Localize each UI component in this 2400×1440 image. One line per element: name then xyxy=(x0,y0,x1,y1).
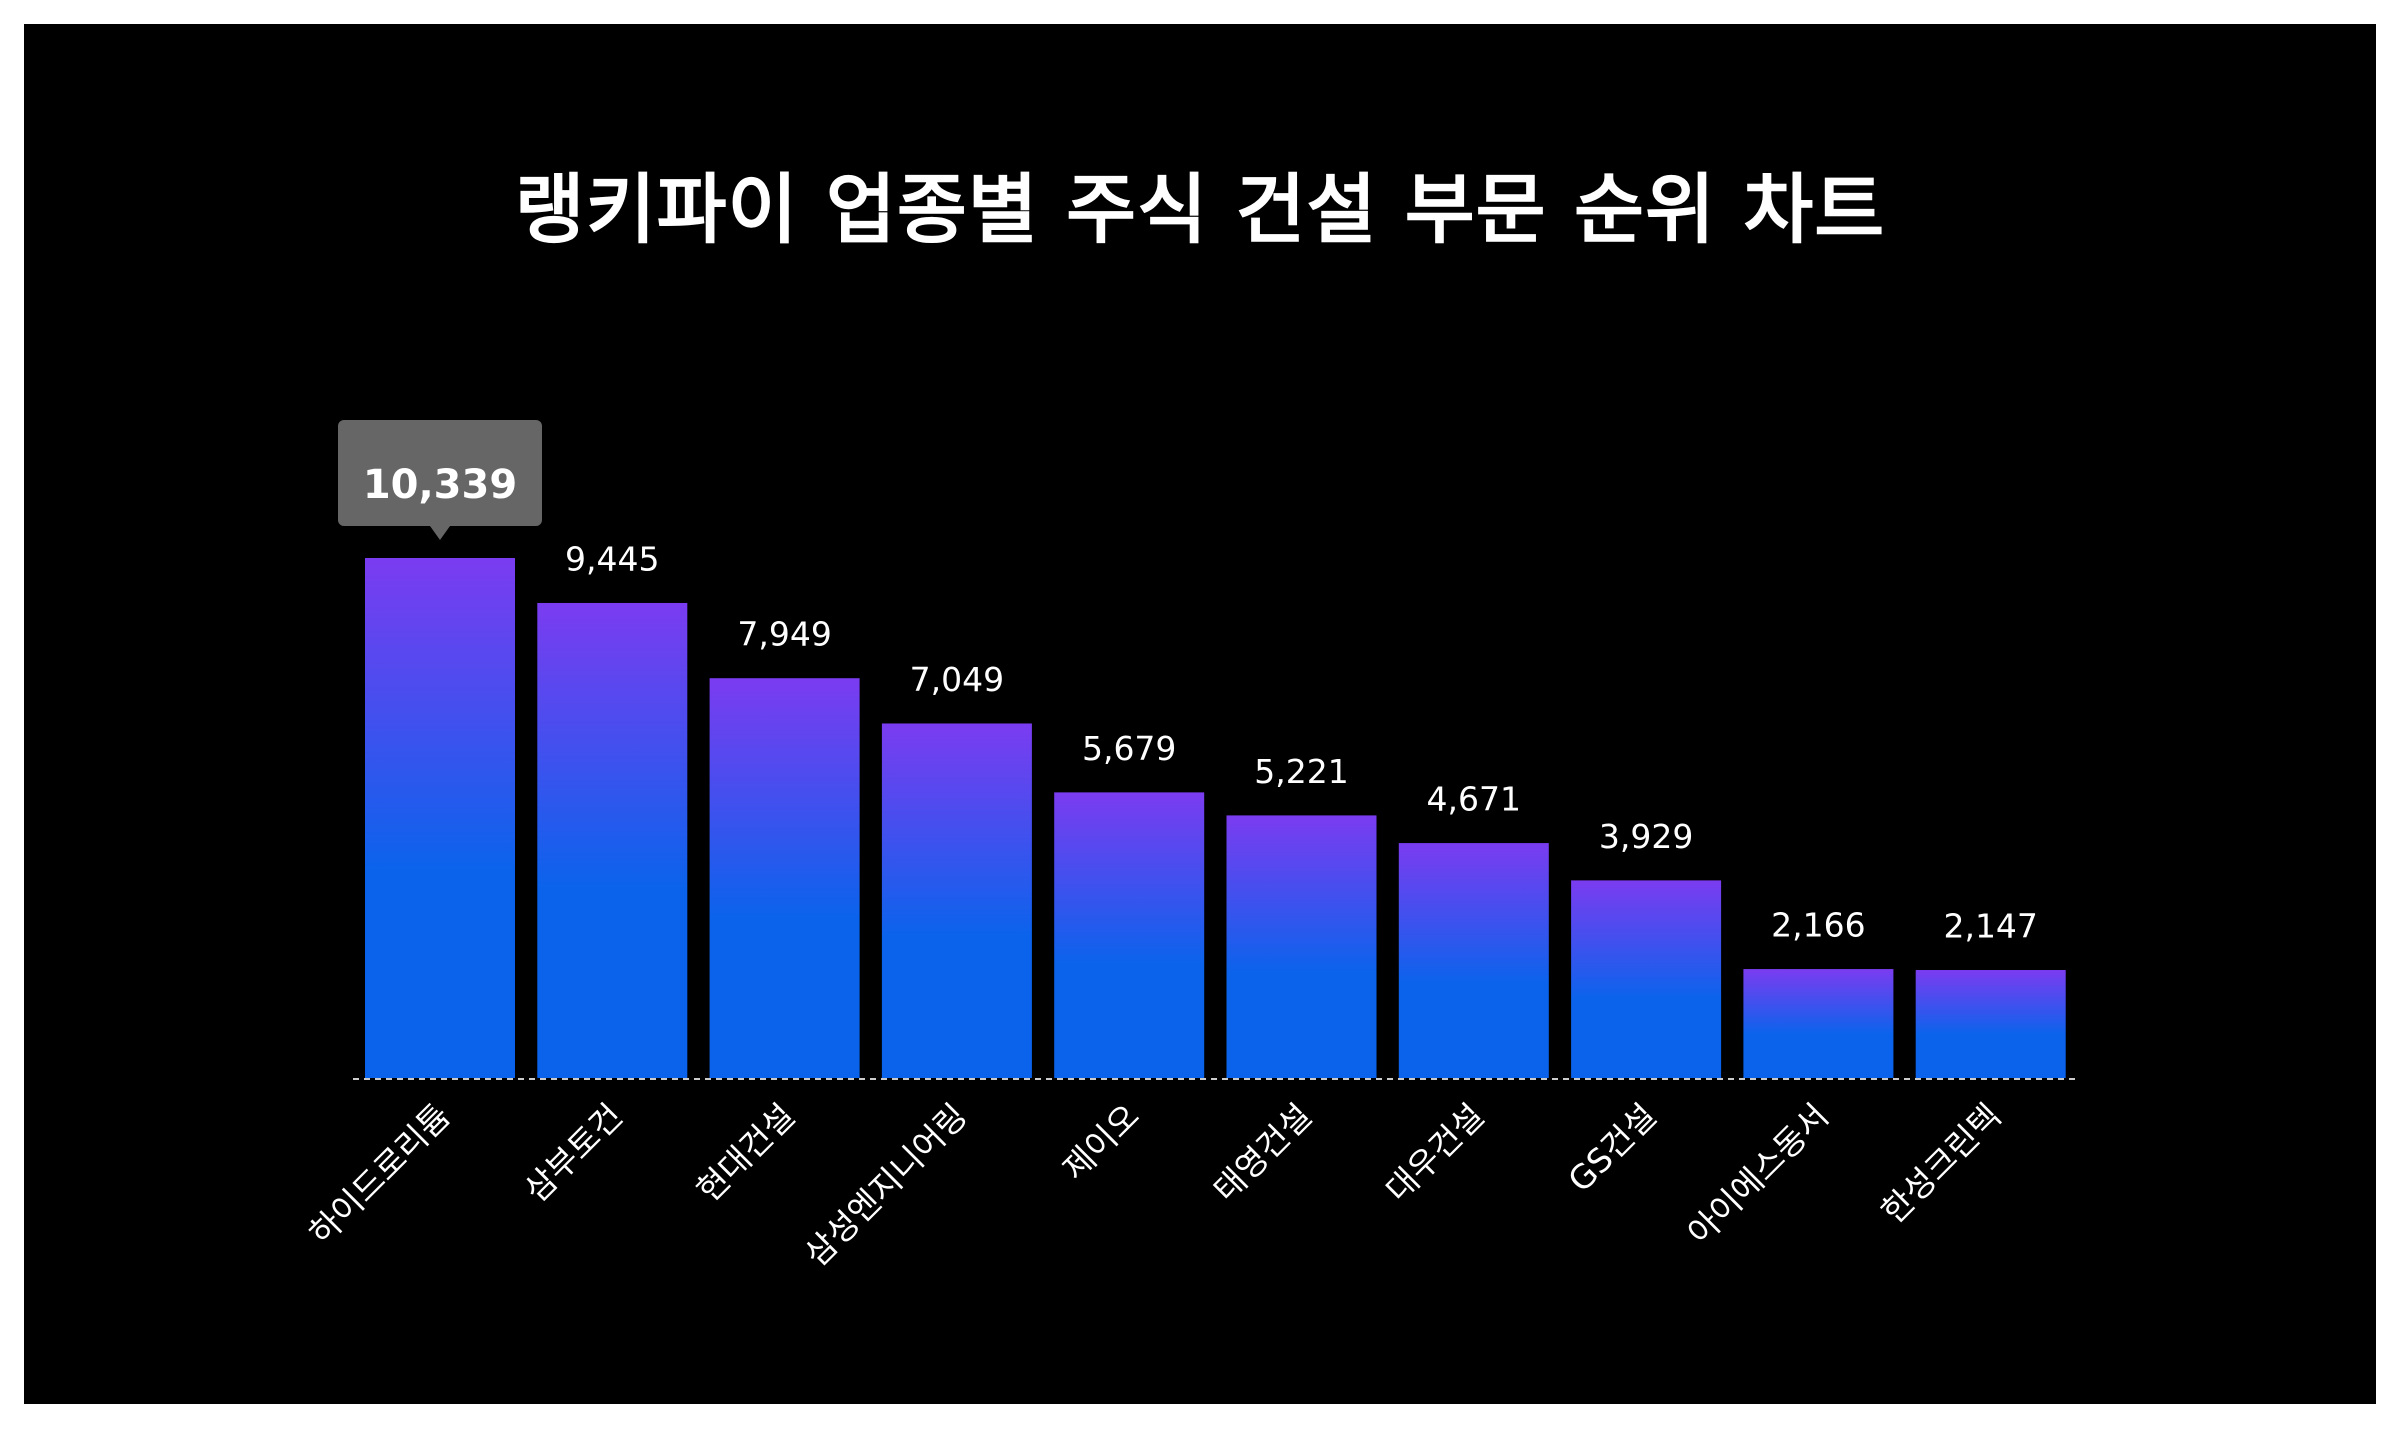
bar[interactable] xyxy=(1915,970,2066,1078)
bar[interactable] xyxy=(881,723,1032,1078)
value-labels-layer: 10,339 9,445 7,949 7,049 5,679 5,221 4,671 3,92… xyxy=(338,420,2038,946)
value-label: 2,166 xyxy=(1771,906,1865,945)
category-label: GS건설 xyxy=(1560,1096,1663,1199)
chart-frame: 랭키파이 업종별 주식 건설 부문 순위 차트 10,339 9,445 7,949… xyxy=(24,24,2376,1404)
category-label: 삼성엔지니어링 xyxy=(797,1096,975,1274)
value-label: 9,445 xyxy=(565,539,659,578)
category-label: 하이드로리튬 xyxy=(301,1096,457,1252)
tooltip-box xyxy=(338,420,542,526)
category-label: 삼부토건 xyxy=(516,1096,629,1209)
tooltip-pointer xyxy=(430,526,450,540)
category-label: 대우건설 xyxy=(1378,1096,1491,1209)
value-label: 7,049 xyxy=(910,660,1004,699)
bar[interactable] xyxy=(537,602,688,1078)
bar[interactable] xyxy=(1743,969,1894,1078)
value-label: 3,929 xyxy=(1599,817,1693,856)
bar[interactable] xyxy=(1571,880,1722,1078)
bar[interactable] xyxy=(365,558,515,1078)
category-label: 현대건설 xyxy=(689,1096,802,1209)
bar-chart: 10,339 9,445 7,949 7,049 5,679 5,221 4,671 3,92… xyxy=(301,420,2078,1274)
chart-title: 랭키파이 업종별 주식 건설 부문 순위 차트 xyxy=(514,165,1886,254)
value-label: 7,949 xyxy=(737,615,831,654)
value-label: 2,147 xyxy=(1943,907,2037,946)
value-label: 10,339 xyxy=(363,462,517,508)
value-tooltip: 10,339 xyxy=(338,420,542,540)
bar[interactable] xyxy=(709,678,860,1078)
category-label: 태영건설 xyxy=(1206,1096,1319,1209)
category-label: 아이에스동서 xyxy=(1680,1096,1836,1252)
category-label: 제이오 xyxy=(1055,1096,1147,1188)
bars-layer xyxy=(365,558,2066,1078)
category-label: 한성크린텍 xyxy=(1873,1096,2008,1231)
value-label: 4,671 xyxy=(1427,780,1521,819)
value-label: 5,221 xyxy=(1254,752,1348,791)
bar[interactable] xyxy=(1226,815,1377,1078)
value-label: 5,679 xyxy=(1082,729,1176,768)
bar[interactable] xyxy=(1398,843,1549,1078)
bar[interactable] xyxy=(1054,792,1205,1078)
